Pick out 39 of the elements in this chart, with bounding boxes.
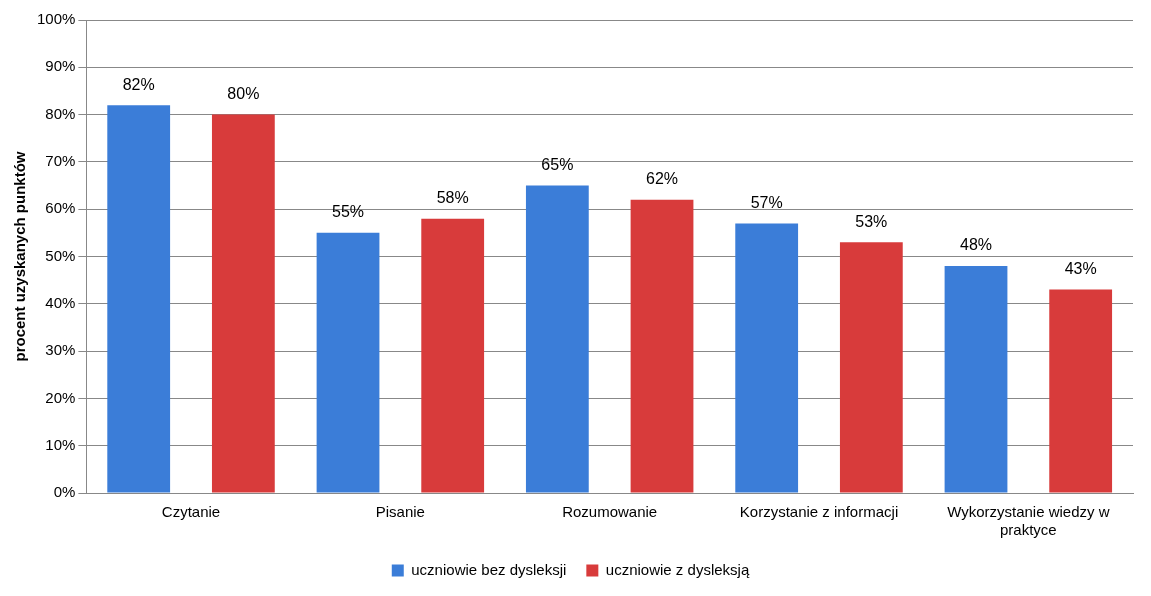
y-tick-label: 10% xyxy=(45,435,76,453)
y-tick-label: 90% xyxy=(45,57,76,75)
data-label: 62% xyxy=(646,170,679,188)
legend-label: uczniowie z dysleksją xyxy=(605,560,750,578)
data-label: 80% xyxy=(227,85,260,103)
bar xyxy=(630,199,694,493)
y-axis-title: procent uzyskanych punktów xyxy=(11,151,29,362)
bar xyxy=(107,105,171,493)
y-tick-label: 80% xyxy=(45,104,76,122)
bar xyxy=(735,223,799,493)
data-label: 58% xyxy=(436,189,469,207)
data-label: 55% xyxy=(332,203,365,221)
data-label: 53% xyxy=(855,212,888,230)
x-tick-label: Czytanie xyxy=(161,503,221,521)
bar xyxy=(421,218,485,493)
legend-label: uczniowie bez dysleksji xyxy=(411,560,567,578)
y-tick-label: 100% xyxy=(36,10,76,28)
y-tick-label: 0% xyxy=(53,483,76,501)
x-tick-label: Rozumowanie xyxy=(562,503,658,521)
data-label: 57% xyxy=(750,193,783,211)
data-label: 82% xyxy=(122,75,155,93)
data-label: 48% xyxy=(959,236,993,254)
y-tick-label: 20% xyxy=(45,388,76,406)
bar xyxy=(316,232,380,493)
bar xyxy=(944,265,1008,493)
x-tick-label: Korzystanie z informacji xyxy=(739,503,899,521)
bar xyxy=(211,114,275,493)
x-tick-label: Wykorzystanie wiedzy w praktyce xyxy=(947,503,1110,539)
data-label: 43% xyxy=(1064,260,1097,278)
y-tick-label: 50% xyxy=(45,246,76,264)
y-tick-label: 30% xyxy=(45,341,76,359)
y-tick-label: 70% xyxy=(45,152,76,170)
y-tick-label: 40% xyxy=(45,293,76,311)
x-tick-label: Pisanie xyxy=(375,503,425,521)
data-label: 65% xyxy=(541,155,574,173)
bar xyxy=(1049,289,1113,493)
bar xyxy=(839,242,903,493)
bar xyxy=(525,185,589,493)
y-tick-label: 60% xyxy=(45,199,76,217)
